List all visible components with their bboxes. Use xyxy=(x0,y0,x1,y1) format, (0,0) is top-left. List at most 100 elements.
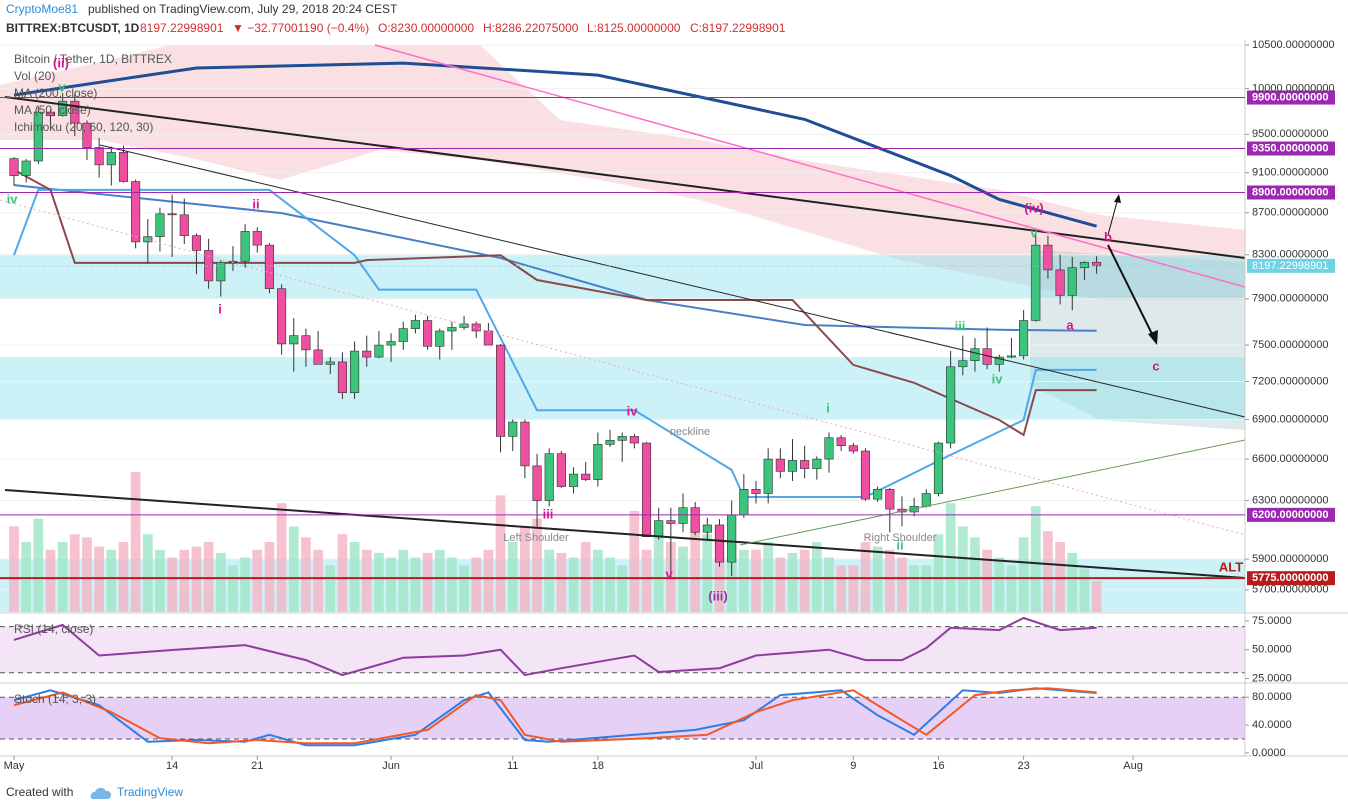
candle-body xyxy=(191,235,202,251)
volume-bar xyxy=(1006,565,1017,612)
level-label: 9900.00000000 xyxy=(1252,91,1328,103)
close: C:8197.22998901 xyxy=(690,21,786,35)
candle-body xyxy=(617,436,627,441)
candle-body xyxy=(763,458,773,494)
volume-bar xyxy=(702,534,713,612)
annotation: v xyxy=(665,566,673,581)
volume-bar xyxy=(361,549,372,612)
candle-body xyxy=(629,436,639,444)
candle-body xyxy=(264,244,274,289)
candle-body xyxy=(994,356,1004,365)
level-box xyxy=(1247,185,1335,200)
candle-body xyxy=(848,445,858,452)
annotation: Left Shoulder xyxy=(503,532,569,544)
volume-bar xyxy=(434,549,445,612)
y-tick-label: 75.0000 xyxy=(1252,615,1292,627)
candle-body xyxy=(155,213,165,237)
annotation: iv xyxy=(7,191,19,206)
volume-bar xyxy=(106,549,117,612)
level-label: 8900.00000000 xyxy=(1252,186,1328,198)
author[interactable]: CryptoMoe81 xyxy=(6,2,78,16)
candle-body xyxy=(508,421,518,437)
candle-body xyxy=(921,493,931,507)
y-tick-label: 10500.00000000 xyxy=(1252,39,1335,51)
candle-body xyxy=(106,152,116,166)
candle-body xyxy=(520,421,530,467)
candle-body xyxy=(325,361,335,365)
candle-body xyxy=(21,160,31,176)
legend-item: Ichimoku (20, 60, 120, 30) xyxy=(14,120,153,134)
candle-body xyxy=(483,330,493,346)
volume-bar xyxy=(118,542,129,612)
candle-body xyxy=(933,442,944,494)
legend-item: MA (200, close) xyxy=(14,86,97,100)
indicator-line xyxy=(13,168,1097,437)
volume-bar xyxy=(313,549,323,612)
candle-body xyxy=(654,520,664,537)
volume-bar xyxy=(94,546,105,612)
symbol: BITTREX:BTCUSDT, 1D xyxy=(6,21,140,35)
candle-body xyxy=(94,147,104,166)
volume-bar xyxy=(751,549,761,612)
candle-body xyxy=(252,231,262,246)
ichimoku-cloud xyxy=(1030,250,1245,430)
candle-body xyxy=(435,330,445,347)
y-tick-label: 9100.00000000 xyxy=(1252,167,1328,179)
x-tick-label: 23 xyxy=(1017,760,1029,772)
volume-bar xyxy=(811,542,822,612)
annotation: iv xyxy=(992,371,1004,386)
logo xyxy=(90,787,112,799)
candle-body xyxy=(82,122,92,148)
volume-bar xyxy=(1067,552,1078,612)
volume-bar xyxy=(1043,531,1053,612)
volume-bar xyxy=(325,565,336,612)
candle-body xyxy=(423,320,433,347)
candle-body xyxy=(313,349,323,365)
annotation: iv xyxy=(627,403,639,418)
candle-body xyxy=(727,514,737,563)
candle-body xyxy=(787,460,798,472)
x-tick-label: 14 xyxy=(166,760,178,772)
annotation: iii xyxy=(543,506,554,521)
candle-body xyxy=(946,366,956,444)
labels: CryptoMoe81 published on TradingView.com… xyxy=(4,2,1335,799)
candle-body xyxy=(581,473,591,480)
annotation: i xyxy=(826,400,830,415)
level-box xyxy=(1247,90,1335,105)
volume-bar xyxy=(276,503,287,612)
candle-body xyxy=(678,507,688,524)
volume-bar xyxy=(69,534,80,612)
candle-body xyxy=(277,288,287,345)
legend-item: MA (50, close) xyxy=(14,103,91,117)
y-tick-label: 6600.00000000 xyxy=(1252,453,1328,465)
candle-body xyxy=(447,327,457,332)
indicator-line xyxy=(13,616,1097,677)
volume-bar xyxy=(1030,506,1041,612)
candle-body xyxy=(386,341,396,346)
candle-body xyxy=(885,489,895,510)
candle-body xyxy=(970,348,980,362)
volume-bar xyxy=(532,518,542,612)
candle-body xyxy=(739,489,749,516)
y-tick-label: 0.0000 xyxy=(1252,747,1286,759)
volume-bar xyxy=(690,526,701,612)
volume-bar xyxy=(884,549,895,612)
indicator-line xyxy=(13,188,1097,498)
candle-body xyxy=(958,360,968,368)
price: 8197.22998901 xyxy=(140,21,224,35)
volume-bar xyxy=(775,557,786,612)
volume-bar xyxy=(288,526,299,612)
volume-bar xyxy=(641,549,652,612)
volume-bar xyxy=(374,552,384,612)
volume-bar xyxy=(9,526,19,612)
annotation: i xyxy=(218,301,222,316)
annotation: Right Shoulder xyxy=(864,532,937,544)
pane-title: Stoch (14, 3, 3) xyxy=(14,692,96,706)
volume-bar xyxy=(593,549,603,612)
footer-brand[interactable]: TradingView xyxy=(117,785,183,799)
y-tick-label: 80.0000 xyxy=(1252,691,1292,703)
volume-bar xyxy=(556,552,567,612)
y-tick-label: 7900.00000000 xyxy=(1252,293,1328,305)
volume-bar xyxy=(836,565,847,612)
published: published on TradingView.com, July 29, 2… xyxy=(88,2,398,16)
